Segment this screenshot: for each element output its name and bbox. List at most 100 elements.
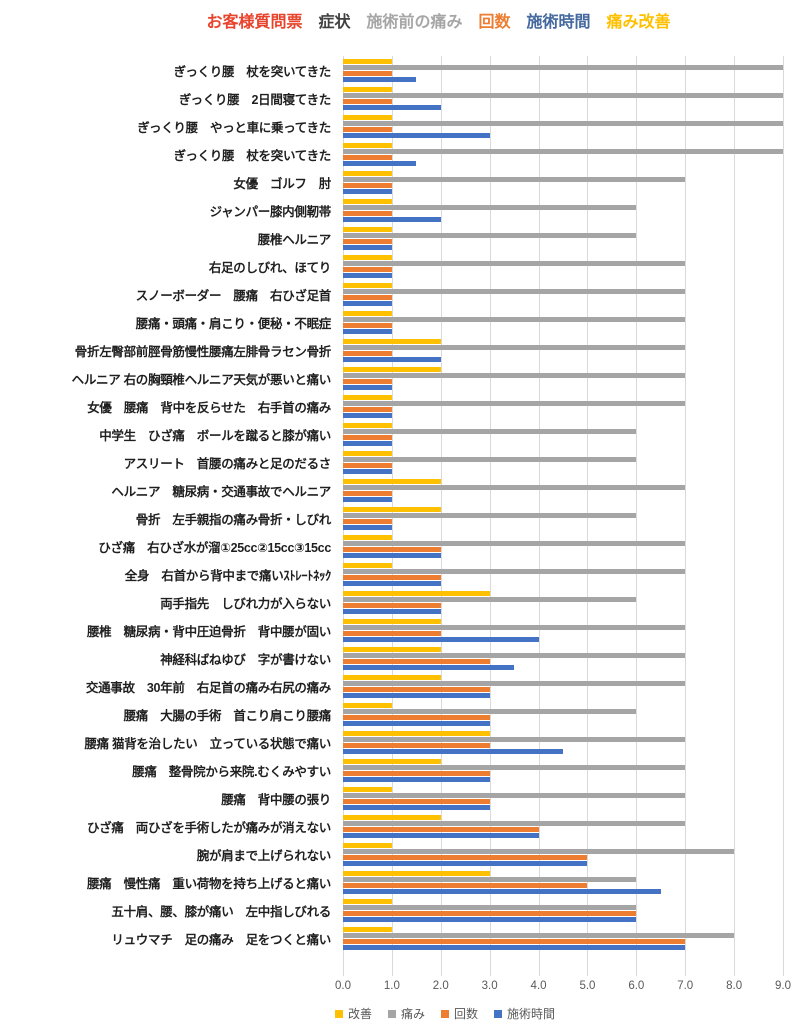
bar-pain (343, 204, 637, 210)
bar-group (343, 616, 783, 644)
bar-group (343, 700, 783, 728)
bar-improvement (343, 282, 392, 288)
category-labels: ぎっくり腰 杖を突いてきた ぎっくり腰 2日間寝てきた ぎっくり腰 やっと車に乗って… (0, 56, 337, 952)
bar-pain (343, 344, 686, 350)
bar-group (343, 588, 783, 616)
legend-swatch (441, 1009, 449, 1018)
bar-pain (343, 260, 686, 266)
bar-pain (343, 652, 686, 658)
bar-pain (343, 708, 637, 714)
gridline (734, 56, 736, 976)
bar-pain (343, 792, 686, 798)
bar-improvement (343, 562, 392, 568)
bar-group (343, 756, 783, 784)
bar-pain (343, 904, 637, 910)
bar-treatment-time (343, 412, 392, 418)
bar-group (343, 896, 783, 924)
chart-title-segment: 回数 (478, 14, 511, 31)
bar-group (343, 420, 783, 448)
category-label: 骨折 左手親指の痛み骨折・しびれ (135, 512, 332, 527)
legend: 改善 痛み 回数 施術時間 (0, 1005, 800, 1022)
bar-group (343, 224, 783, 252)
bar-group (343, 280, 783, 308)
bar-treatment-time (343, 160, 417, 166)
bar-treatment-time (343, 356, 441, 362)
bar-session-count (343, 266, 392, 272)
bar-session-count (343, 546, 441, 552)
bar-group (343, 840, 783, 868)
bar-group (343, 560, 783, 588)
x-tick-label: 5.0 (579, 980, 596, 992)
bar-treatment-time (343, 580, 441, 586)
bar-improvement (343, 674, 441, 680)
bar-improvement (343, 478, 441, 484)
bar-treatment-time (343, 524, 392, 530)
bar-pain (343, 736, 686, 742)
bar-group (343, 140, 783, 168)
legend-item: 施術時間 (494, 1005, 555, 1022)
bar-improvement (343, 366, 441, 372)
bar-group (343, 476, 783, 504)
bar-session-count (343, 182, 392, 188)
chart-title-segment: 施術時間 (526, 14, 591, 31)
bar-pain (343, 540, 686, 546)
bar-group (343, 448, 783, 476)
bar-pain (343, 64, 783, 70)
category-label: 腰痛 大腸の手術 首こり肩こり腰痛 (123, 708, 332, 723)
bar-pain (343, 456, 637, 462)
bar-improvement (343, 842, 392, 848)
bar-group (343, 56, 783, 84)
bar-group (343, 168, 783, 196)
bar-improvement (343, 730, 490, 736)
bar-treatment-time (343, 440, 392, 446)
bar-session-count (343, 602, 441, 608)
bar-improvement (343, 618, 441, 624)
bar-session-count (343, 826, 539, 832)
category-label: ひざ痛 右ひざ水が溜①25cc②15cc③15cc (98, 540, 331, 555)
category-label: 骨折左臀部前脛骨筋慢性腰痛左腓骨ラセン骨折 (74, 344, 332, 359)
bar-pain (343, 316, 686, 322)
bar-session-count (343, 910, 637, 916)
category-label: リュウマチ 足の痛み 足をつくと痛い (111, 932, 331, 947)
bar-treatment-time (343, 272, 392, 278)
bar-treatment-time (343, 384, 392, 390)
bar-group (343, 504, 783, 532)
bar-session-count (343, 378, 392, 384)
bar-treatment-time (343, 804, 490, 810)
bar-group (343, 196, 783, 224)
bar-improvement (343, 590, 490, 596)
bar-treatment-time (343, 860, 588, 866)
bar-treatment-time (343, 496, 392, 502)
bar-pain (343, 120, 783, 126)
bar-improvement (343, 534, 392, 540)
bar-treatment-time (343, 636, 539, 642)
category-label: ひざ痛 両ひざを手術したが痛みが消えない (86, 820, 331, 835)
category-label: 神経科ばねゆび 字が書けない (160, 652, 331, 667)
bar-session-count (343, 854, 588, 860)
category-label: 交通事故 30年前 右足首の痛み右尻の痛み (85, 680, 331, 695)
bar-treatment-time (343, 468, 392, 474)
bar-session-count (343, 686, 490, 692)
x-axis: 0.0 1.0 2.0 3.0 4.0 5.0 6.0 7.0 8.0 9.0 (335, 980, 791, 996)
bar-session-count (343, 238, 392, 244)
category-label: 腰痛 背中腰の張り (221, 792, 331, 807)
category-label: ジャンパー膝内側靭帯 (209, 204, 332, 219)
bar-pain (343, 680, 686, 686)
bar-improvement (343, 506, 441, 512)
bar-improvement (343, 898, 392, 904)
category-label: ぎっくり腰 杖を突いてきた (173, 148, 332, 163)
gridline (685, 56, 687, 976)
bar-pain (343, 148, 783, 154)
bar-pain (343, 92, 783, 98)
bar-session-count (343, 98, 392, 104)
bar-pain (343, 400, 686, 406)
bar-group (343, 672, 783, 700)
category-label: ヘルニア 右の胸頸椎ヘルニア天気が悪いと痛い (71, 372, 332, 387)
chart-title-segment: お客様質問票 (206, 14, 303, 31)
x-tick-label: 4.0 (530, 980, 547, 992)
bar-improvement (343, 702, 392, 708)
bar-improvement (343, 254, 392, 260)
bar-improvement (343, 814, 441, 820)
bar-group (343, 308, 783, 336)
bar-session-count (343, 126, 392, 132)
